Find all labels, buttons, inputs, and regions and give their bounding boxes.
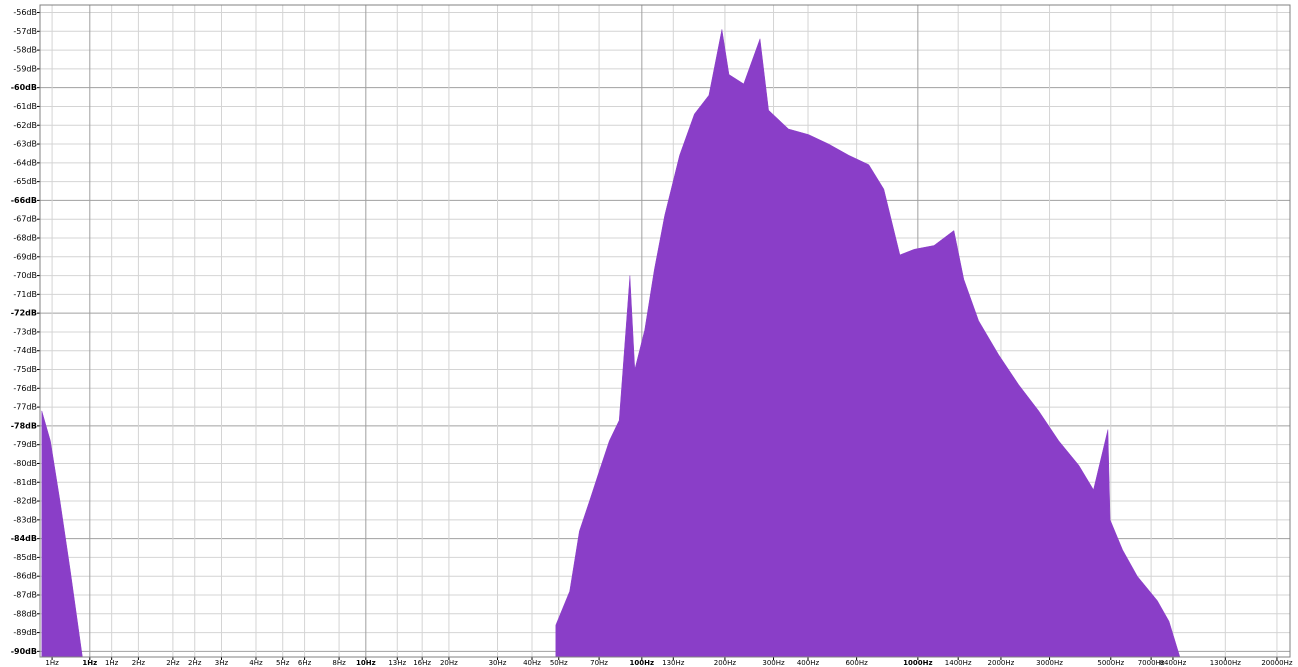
x-tick-label: 2Hz — [188, 659, 202, 667]
y-tick-label: -78dB — [11, 421, 37, 430]
x-tick-label: 2Hz — [166, 659, 180, 667]
y-tick-label: -79dB — [13, 440, 37, 449]
x-tick-label: 40Hz — [523, 659, 541, 667]
y-tick-label: -64dB — [13, 158, 37, 167]
x-tick-label: 600Hz — [845, 659, 868, 667]
y-tick-label: -80dB — [13, 459, 37, 468]
x-tick-label: 20000Hz — [1261, 659, 1293, 667]
y-tick-label: -87dB — [13, 590, 37, 599]
y-tick-label: -77dB — [13, 403, 37, 412]
y-tick-label: -59dB — [13, 64, 37, 73]
plot-border — [39, 4, 1291, 658]
y-tick-label: -75dB — [13, 365, 37, 374]
x-tick-label: 200Hz — [714, 659, 737, 667]
x-tick-label: 100Hz — [630, 659, 655, 667]
y-tick-label: -81dB — [13, 478, 37, 487]
y-tick-label: -76dB — [13, 384, 37, 393]
x-tick-label: 1Hz — [45, 659, 59, 667]
x-tick-label: 300Hz — [762, 659, 785, 667]
x-tick-label: 1Hz — [82, 659, 97, 667]
x-tick-label: 400Hz — [797, 659, 820, 667]
x-tick-label: 16Hz — [413, 659, 431, 667]
y-tick-label: -56dB — [13, 8, 37, 17]
x-tick-label: 70Hz — [590, 659, 608, 667]
y-tick-label: -82dB — [13, 497, 37, 506]
x-tick-label: 3Hz — [215, 659, 229, 667]
y-tick-label: -89dB — [13, 628, 37, 637]
x-tick-label: 13Hz — [388, 659, 406, 667]
x-tick-label: 1000Hz — [903, 659, 932, 667]
y-tick-label: -65dB — [13, 177, 37, 186]
y-tick-label: -73dB — [13, 327, 37, 336]
y-tick-label: -71dB — [13, 290, 37, 299]
y-tick-label: -85dB — [13, 553, 37, 562]
y-tick-label: -72dB — [11, 309, 37, 318]
x-tick-label: 4Hz — [249, 659, 263, 667]
x-tick-label: 1400Hz — [945, 659, 972, 667]
x-tick-label: 13000Hz — [1210, 659, 1242, 667]
x-tick-label: 5000Hz — [1097, 659, 1124, 667]
y-tick-label: -63dB — [13, 140, 37, 149]
y-tick-label: -69dB — [13, 252, 37, 261]
x-tick-label: 8Hz — [332, 659, 346, 667]
y-tick-label: -57dB — [13, 27, 37, 36]
x-tick-label: 1Hz — [105, 659, 119, 667]
y-tick-label: -67dB — [13, 215, 37, 224]
x-tick-label: 30Hz — [489, 659, 507, 667]
y-tick-label: -88dB — [13, 609, 37, 618]
x-tick-label: 6Hz — [298, 659, 312, 667]
y-tick-label: -74dB — [13, 346, 37, 355]
y-tick-label: -62dB — [13, 121, 37, 130]
x-tick-label: 2Hz — [132, 659, 146, 667]
y-tick-label: -60dB — [11, 83, 37, 92]
y-tick-label: -86dB — [13, 572, 37, 581]
x-tick-label: 5Hz — [276, 659, 290, 667]
y-tick-label: -68dB — [13, 233, 37, 242]
x-tick-label: 2000Hz — [988, 659, 1015, 667]
y-tick-label: -83dB — [13, 515, 37, 524]
y-tick-label: -90dB — [11, 647, 37, 656]
x-tick-label: 8400Hz — [1160, 659, 1187, 667]
y-tick-label: -84dB — [11, 534, 37, 543]
x-tick-label: 20Hz — [440, 659, 458, 667]
y-tick-label: -70dB — [13, 271, 37, 280]
y-tick-label: -58dB — [13, 46, 37, 55]
x-tick-label: 50Hz — [550, 659, 568, 667]
x-tick-label: 3000Hz — [1036, 659, 1063, 667]
x-tick-label: 7000Hz — [1138, 659, 1165, 667]
x-tick-label: 130Hz — [662, 659, 685, 667]
y-tick-label: -66dB — [11, 196, 37, 205]
y-tick-label: -61dB — [13, 102, 37, 111]
x-tick-label: 10Hz — [356, 659, 376, 667]
